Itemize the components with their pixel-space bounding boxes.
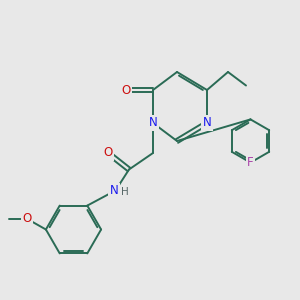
Text: H: H bbox=[121, 187, 129, 197]
Text: O: O bbox=[23, 212, 32, 226]
Text: F: F bbox=[247, 156, 254, 169]
Text: N: N bbox=[202, 116, 211, 130]
Text: O: O bbox=[103, 146, 112, 160]
Text: O: O bbox=[122, 83, 130, 97]
Text: N: N bbox=[110, 184, 118, 197]
Text: N: N bbox=[148, 116, 158, 130]
